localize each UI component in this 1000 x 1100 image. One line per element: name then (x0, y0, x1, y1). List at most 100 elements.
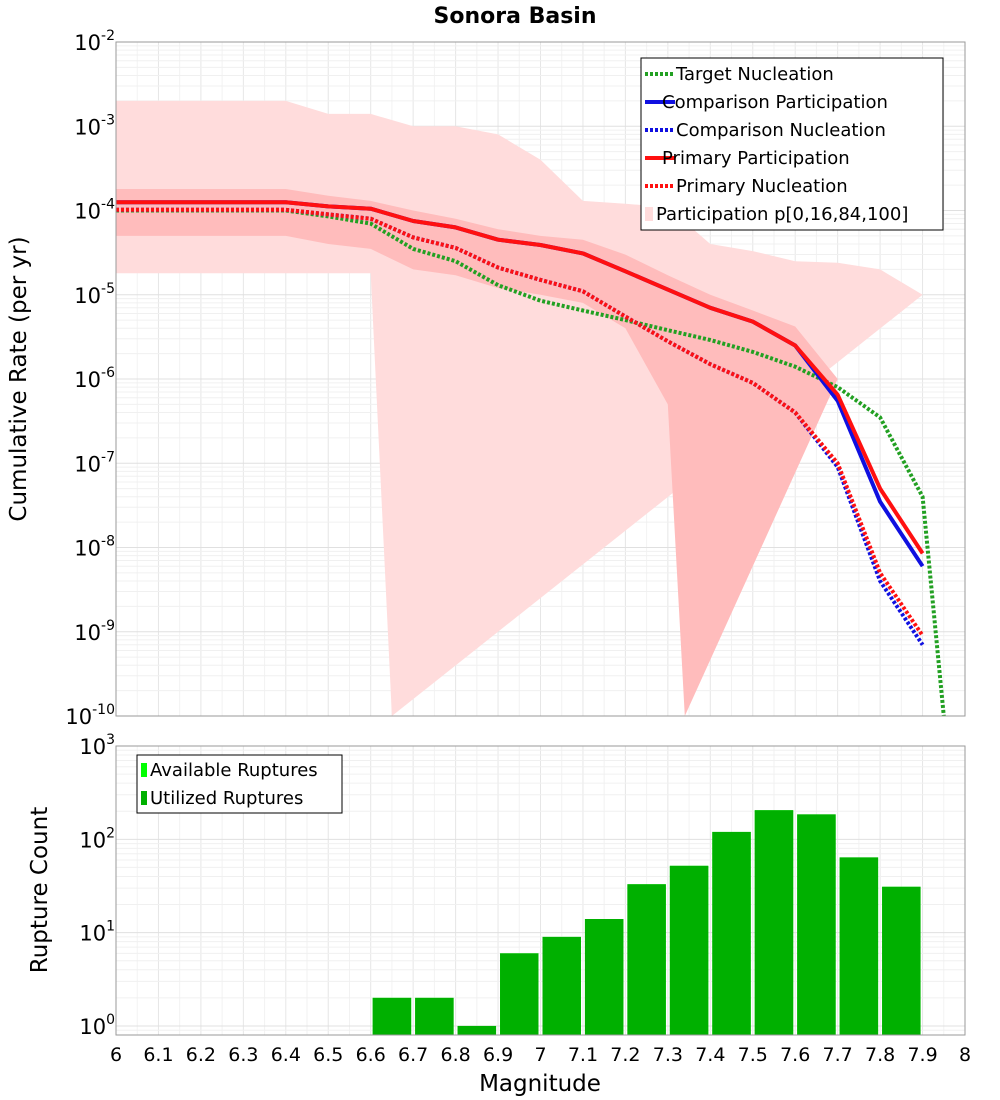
legend-swatch-participation-band (645, 207, 653, 221)
count-y-tick-label: 101 (79, 919, 115, 946)
y-tick-base: 10 (74, 115, 101, 139)
bar-utilized-ruptures (542, 936, 581, 1035)
x-tick-label: 6.4 (271, 1044, 301, 1066)
y-tick-label: 10-10 (65, 702, 115, 729)
x-tick-label: 7.3 (653, 1044, 683, 1066)
participation-band-p0-p100 (116, 100, 923, 716)
bar-utilized-ruptures (500, 953, 539, 1035)
x-tick-label: 7.4 (695, 1044, 725, 1066)
series-line-primary-nucleation (116, 207, 925, 637)
y-tick-exponent: 0 (106, 1012, 115, 1028)
rate-legend: Target Nucleation Comparison Participatio… (640, 57, 944, 231)
y-tick-base: 10 (79, 735, 106, 759)
x-tick-label: 7.7 (823, 1044, 853, 1066)
y-tick-label: 10-8 (74, 534, 115, 561)
legend-swatch-available-ruptures (141, 763, 147, 777)
y-tick-exponent: -10 (92, 702, 115, 718)
y-tick-exponent: 2 (106, 825, 115, 841)
y-tick-base: 10 (74, 31, 101, 55)
series-line-primary-participation (116, 200, 925, 555)
y-tick-label: 10-9 (74, 618, 115, 645)
x-tick-label: 6.7 (398, 1044, 428, 1066)
legend-label: Comparison Nucleation (676, 120, 886, 141)
x-tick-label: 6.9 (483, 1044, 513, 1066)
count-y-tick-label: 103 (79, 732, 115, 759)
legend-label: Comparison Participation (662, 92, 888, 113)
y-tick-exponent: -9 (101, 618, 115, 634)
y-tick-label: 10-7 (74, 449, 115, 476)
y-tick-base: 10 (79, 1015, 106, 1039)
bar-utilized-ruptures (839, 857, 879, 1035)
participation-band-p16-p84 (116, 189, 838, 716)
y-tick-label: 10-4 (74, 197, 115, 224)
x-tick-label: 6.2 (186, 1044, 216, 1066)
x-tick-label: 7.9 (907, 1044, 937, 1066)
x-tick-label: 8 (959, 1044, 971, 1066)
y-tick-exponent: -6 (101, 365, 115, 381)
y-tick-exponent: 3 (106, 732, 115, 748)
x-axis-label: Magnitude (479, 1071, 601, 1097)
bar-utilized-ruptures (584, 919, 624, 1035)
x-tick-label: 7.8 (865, 1044, 895, 1066)
x-tick-label: 6.6 (356, 1044, 386, 1066)
y-tick-exponent: -8 (101, 534, 115, 550)
count-legend-box (136, 754, 343, 814)
bar-utilized-ruptures (415, 997, 454, 1035)
legend-box (640, 57, 944, 231)
magnitude-x-ticks: 6 6.1 6.2 6.3 6.4 6.5 6.6 6.7 6.8 6.9 7 7.1 7.2 7.3 7.… (110, 1044, 971, 1066)
legend-label: Primary Nucleation (676, 176, 848, 197)
y-tick-exponent: -7 (101, 449, 115, 465)
bar-utilized-ruptures (669, 865, 709, 1035)
bar-utilized-ruptures (457, 1025, 497, 1035)
count-plot-frame (115, 745, 966, 1036)
legend-swatch-utilized-ruptures (141, 791, 147, 805)
x-tick-label: 6 (110, 1044, 122, 1066)
x-tick-label: 7.1 (568, 1044, 598, 1066)
y-tick-label: 10-2 (74, 28, 115, 55)
legend-label: Utilized Ruptures (150, 788, 303, 809)
rate-y-axis-label: Cumulative Rate (per yr) (6, 236, 32, 521)
x-tick-label: 6.8 (440, 1044, 470, 1066)
series-line-target-nucleation (116, 208, 946, 717)
y-tick-base: 10 (74, 200, 101, 224)
bar-utilized-ruptures (372, 997, 412, 1035)
bar-utilized-ruptures (882, 886, 921, 1035)
x-tick-label: 7 (534, 1044, 546, 1066)
legend-label: Target Nucleation (675, 64, 834, 85)
bar-utilized-ruptures (712, 831, 751, 1035)
y-tick-exponent: -3 (101, 112, 115, 128)
rate-series-lines (116, 200, 946, 717)
x-tick-label: 7.5 (738, 1044, 768, 1066)
legend-label: Primary Participation (662, 148, 850, 169)
participation-bands (116, 100, 923, 716)
y-tick-base: 10 (74, 537, 101, 561)
y-tick-exponent: -5 (101, 281, 115, 297)
bar-utilized-ruptures (754, 810, 794, 1035)
x-tick-label: 7.6 (780, 1044, 810, 1066)
chart-title: Sonora Basin (433, 4, 596, 29)
count-y-axis-label: Rupture Count (27, 807, 53, 973)
legend-label: Available Ruptures (150, 760, 318, 781)
x-tick-label: 6.5 (313, 1044, 343, 1066)
y-tick-base: 10 (65, 705, 92, 729)
y-tick-base: 10 (74, 368, 101, 392)
y-tick-exponent: 1 (106, 919, 115, 935)
y-tick-exponent: -2 (101, 28, 115, 44)
count-y-tick-label: 100 (79, 1012, 115, 1039)
count-y-tick-label: 102 (79, 825, 115, 852)
bar-utilized-ruptures (797, 814, 836, 1035)
y-tick-base: 10 (74, 621, 101, 645)
y-tick-label: 10-3 (74, 112, 115, 139)
x-tick-label: 7.2 (610, 1044, 640, 1066)
bar-utilized-ruptures (627, 884, 666, 1035)
count-legend: Available Ruptures Utilized Ruptures (136, 754, 343, 814)
y-tick-base: 10 (74, 284, 101, 308)
rate-plot-frame (115, 41, 966, 717)
y-tick-base: 10 (74, 452, 101, 476)
y-tick-base: 10 (79, 828, 106, 852)
legend-label: Participation p[0,16,84,100] (656, 204, 908, 225)
count-bars (372, 810, 921, 1035)
